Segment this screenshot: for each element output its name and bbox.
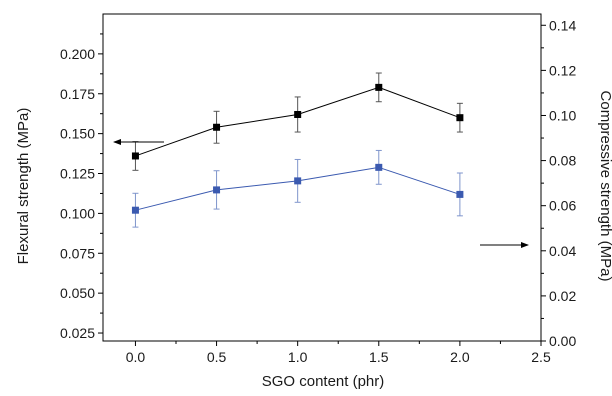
y-right-tick-label: 0.00 [549,333,576,349]
y-left-tick-label: 0.100 [60,205,95,221]
y-right-axis-title: Compressive strength (MPa) [597,91,612,282]
series-1-point [131,152,139,160]
series-2-point [375,163,383,171]
y-left-tick-label: 0.050 [60,285,95,301]
x-axis-group: 0.0 0.5 1.0 1.5 2.0 2.5 [126,341,551,365]
plot-frame [102,13,542,342]
y-right-axis-group: 0.00 0.02 0.04 0.06 0.08 0.10 0.12 0.14 [541,17,576,349]
y-left-tick-label: 0.125 [60,166,95,182]
y-left-axis-title: Flexural strength (MPa) [15,108,32,265]
y-left-tick-label: 0.075 [60,245,95,261]
series-1-point [456,114,464,122]
x-axis-title: SGO content (phr) [262,373,385,390]
x-tick-label: 0.5 [207,349,227,365]
x-tick-label: 2.5 [531,349,551,365]
y-right-tick-label: 0.12 [549,62,576,78]
series-1-point [213,123,221,131]
y-left-tick-label: 0.025 [60,325,95,341]
series-1-point [294,110,302,118]
series-1-point [375,83,383,91]
series-2-point [131,206,139,214]
annotation-group [113,139,529,248]
y-right-tick-label: 0.14 [549,17,576,33]
x-tick-label: 2.0 [450,349,470,365]
y-left-tick-label: 0.175 [60,86,95,102]
series-2-point [294,177,302,185]
series-2-point [456,190,464,198]
y-left-tick-label: 0.150 [60,126,95,142]
y-right-tick-label: 0.04 [549,243,576,259]
y-left-tick-label: 0.200 [60,46,95,62]
series-2-point [213,186,221,194]
x-tick-label: 0.0 [126,349,146,365]
y-left-axis-group: 0.025 0.050 0.075 0.100 0.125 0.150 0.175 0.200 [60,33,103,341]
y-right-tick-label: 0.10 [549,107,576,123]
y-right-tick-label: 0.08 [549,153,576,169]
x-tick-label: 1.5 [369,349,389,365]
y-right-tick-label: 0.02 [549,288,576,304]
x-tick-label: 1.0 [288,349,308,365]
plot-frame-group [102,13,542,342]
y-right-tick-label: 0.06 [549,198,576,214]
series-group [131,72,464,228]
